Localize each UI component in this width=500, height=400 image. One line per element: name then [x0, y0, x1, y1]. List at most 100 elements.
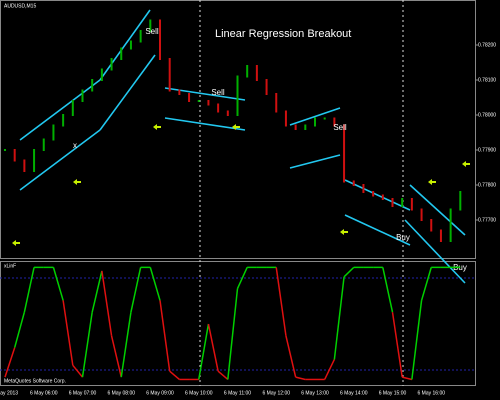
- osc-segment: [227, 288, 239, 380]
- arrow: [232, 124, 240, 130]
- arrow: [340, 229, 348, 235]
- x-tick-label: 6 May 10:00: [185, 390, 213, 396]
- arrow: [428, 179, 436, 185]
- price-bar: [178, 89, 181, 95]
- annotation: Sell: [211, 88, 225, 97]
- annotation: Buy: [396, 233, 410, 242]
- channel-line: [404, 219, 466, 284]
- channel-line: [289, 107, 341, 126]
- price-bar: [255, 65, 258, 81]
- price-bar: [246, 65, 249, 78]
- osc-segment: [217, 370, 229, 381]
- price-bar: [33, 149, 36, 172]
- price-bar: [391, 198, 394, 207]
- osc-segment: [402, 376, 413, 381]
- price-bar: [42, 138, 45, 151]
- price-bar: [314, 117, 316, 127]
- y-tick-label: 0.78200: [478, 42, 496, 48]
- x-tick-label: 6 May 11:00: [224, 390, 251, 396]
- price-bar: [430, 219, 433, 232]
- arrow: [73, 179, 81, 185]
- x-tick-label: 6 May 13:00: [301, 390, 329, 396]
- price-bar: [362, 184, 365, 193]
- price-bar: [323, 117, 326, 120]
- osc-segment: [110, 335, 122, 378]
- price-bar: [333, 117, 336, 127]
- osc-segment: [391, 312, 403, 378]
- price-bar: [420, 208, 423, 221]
- price-bar: [343, 124, 346, 183]
- osc-title: xLinF: [4, 263, 16, 269]
- price-bar: [381, 194, 384, 200]
- x-tick-label: 6 May 09:00: [146, 390, 174, 396]
- osc-segment: [149, 267, 161, 301]
- channel-line: [99, 54, 156, 131]
- price-bar: [120, 47, 123, 60]
- price-bar: [304, 124, 307, 130]
- arrow: [462, 161, 470, 167]
- x-tick-label: 6 May 14:00: [340, 390, 368, 396]
- price-bar: [207, 100, 210, 106]
- osc-segment: [81, 312, 93, 378]
- price-bar: [149, 19, 152, 32]
- osc-segment: [275, 267, 287, 336]
- price-bar: [439, 229, 442, 242]
- osc-segment: [23, 267, 35, 313]
- price-bar: [294, 124, 297, 130]
- osc-segment: [324, 359, 336, 380]
- osc-segment: [333, 276, 345, 360]
- price-bar: [52, 124, 55, 141]
- channel-line: [19, 79, 101, 141]
- x-tick-label: 6 May 08:00: [107, 390, 135, 396]
- channel-line: [164, 117, 246, 131]
- osc-segment: [295, 376, 306, 381]
- osc-segment: [120, 312, 132, 378]
- osc-segment: [62, 300, 74, 366]
- x-tick-label: 6 May 12:00: [262, 390, 290, 396]
- osc-segment: [285, 335, 297, 378]
- price-bar: [62, 114, 65, 127]
- price-bar: [168, 58, 171, 92]
- price-bar: [352, 180, 355, 186]
- price-bar: [91, 79, 94, 92]
- price-bar: [159, 19, 161, 60]
- osc-segment: [72, 364, 84, 378]
- channel-line: [289, 154, 341, 169]
- osc-footer: MetaQuotes Software Corp.: [4, 378, 66, 384]
- price-bar: [226, 110, 229, 116]
- price-bar: [284, 110, 287, 127]
- osc-segment: [130, 267, 142, 313]
- annotation: Sell: [145, 27, 159, 36]
- price-bar: [197, 100, 200, 102]
- channel-line: [344, 214, 411, 246]
- osc-segment: [91, 270, 103, 313]
- channel-line: [19, 129, 101, 191]
- price-bar: [100, 68, 103, 81]
- price-bar: [71, 100, 74, 116]
- channel-line: [164, 87, 246, 101]
- y-tick-label: 0.77700: [478, 217, 496, 223]
- price-bar: [236, 75, 239, 116]
- x-tick-label: 6 May 16:00: [417, 390, 445, 396]
- y-tick-label: 0.77800: [478, 182, 496, 188]
- osc-segment: [159, 300, 171, 372]
- channel-line: [344, 179, 411, 211]
- price-bar: [81, 89, 84, 102]
- price-bar: [110, 58, 113, 71]
- price-bar: [265, 79, 268, 95]
- osc-segment: [236, 267, 248, 289]
- price-bar: [275, 93, 278, 113]
- arrow: [153, 124, 161, 130]
- osc-segment: [382, 267, 394, 313]
- price-bar: [217, 103, 220, 113]
- regression-channels: [19, 9, 466, 284]
- osc-segment: [420, 267, 432, 301]
- osc-segment: [207, 323, 219, 372]
- price-bar: [372, 191, 375, 197]
- osc-segment: [4, 347, 16, 378]
- price-bar: [410, 198, 413, 211]
- price-bar: [188, 93, 191, 102]
- osc-segment: [101, 270, 113, 336]
- y-tick-label: 0.78100: [478, 77, 496, 83]
